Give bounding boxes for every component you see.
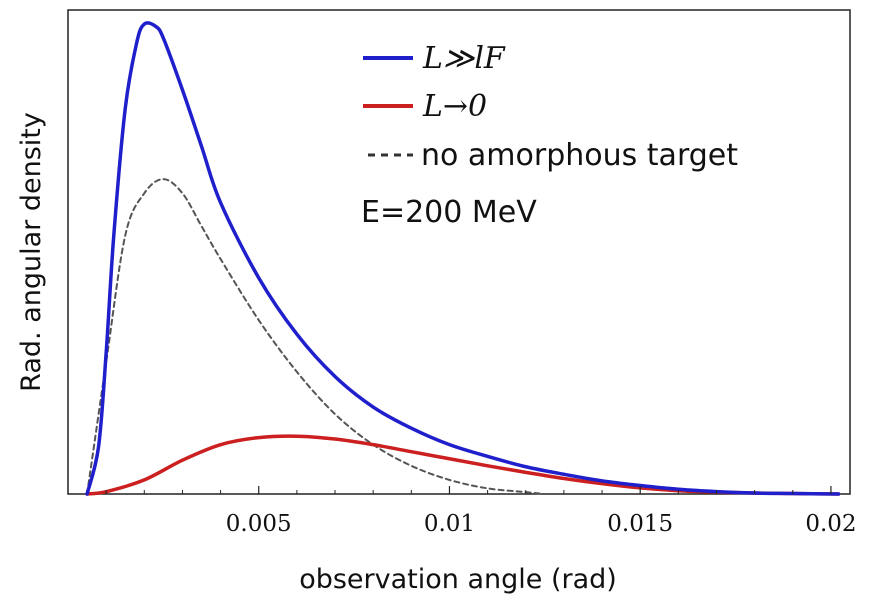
x-tick-label-0: 0.005	[226, 511, 292, 537]
series-line-0	[85, 21, 841, 496]
energy-annotation: E=200 MeV	[361, 195, 537, 230]
y-axis-label: Rad. angular density	[16, 112, 47, 392]
legend-label-0: L≫lF	[422, 41, 506, 76]
x-tick-label-2: 0.015	[607, 511, 673, 537]
legend-label-1: L→0	[422, 89, 487, 124]
x-tick-layer: 0.005 0.01 0.015 0.02	[105, 486, 857, 537]
legend-label-2: no amorphous target	[421, 138, 738, 173]
series-line-2	[86, 178, 546, 495]
series-line-1	[85, 434, 841, 496]
series-layer	[85, 21, 841, 496]
plot-frame	[67, 9, 851, 495]
x-tick-label-1: 0.01	[424, 511, 475, 537]
x-tick-label-3: 0.02	[805, 511, 856, 537]
legend: L≫lF L→0 no amorphous target	[363, 41, 738, 173]
x-axis-label: observation angle (rad)	[299, 564, 617, 595]
